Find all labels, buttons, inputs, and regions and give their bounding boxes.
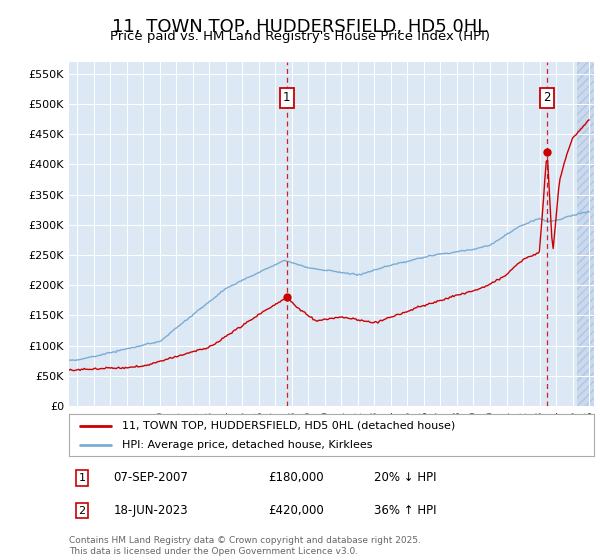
Text: HPI: Average price, detached house, Kirklees: HPI: Average price, detached house, Kirk… [121, 440, 372, 450]
Text: 1: 1 [79, 473, 86, 483]
Text: 07-SEP-2007: 07-SEP-2007 [113, 471, 188, 484]
Text: 36% ↑ HPI: 36% ↑ HPI [373, 504, 436, 517]
Text: 18-JUN-2023: 18-JUN-2023 [113, 504, 188, 517]
Text: Price paid vs. HM Land Registry's House Price Index (HPI): Price paid vs. HM Land Registry's House … [110, 30, 490, 43]
Bar [577, 62, 600, 406]
Text: £420,000: £420,000 [269, 504, 324, 517]
Text: 2: 2 [544, 91, 551, 104]
Text: 1: 1 [283, 91, 290, 104]
Bar [69, 62, 577, 406]
Text: 11, TOWN TOP, HUDDERSFIELD, HD5 0HL (detached house): 11, TOWN TOP, HUDDERSFIELD, HD5 0HL (det… [121, 421, 455, 431]
Text: 20% ↓ HPI: 20% ↓ HPI [373, 471, 436, 484]
Text: 11, TOWN TOP, HUDDERSFIELD, HD5 0HL: 11, TOWN TOP, HUDDERSFIELD, HD5 0HL [112, 18, 488, 36]
Text: £180,000: £180,000 [269, 471, 324, 484]
Text: 2: 2 [79, 506, 86, 516]
Text: Contains HM Land Registry data © Crown copyright and database right 2025.
This d: Contains HM Land Registry data © Crown c… [69, 536, 421, 556]
